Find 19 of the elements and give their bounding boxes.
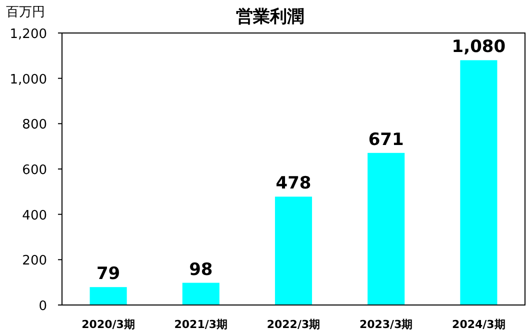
y-tick-label: 0 [38, 299, 47, 314]
y-tick-label: 800 [22, 118, 47, 133]
x-tick-label: 2023/3期 [359, 318, 413, 331]
y-tick-label: 400 [22, 208, 47, 224]
data-label: 671 [368, 130, 404, 150]
x-tick-label: 2024/3期 [452, 318, 506, 331]
x-tick-label: 2020/3期 [82, 318, 135, 331]
data-label: 98 [189, 260, 213, 280]
data-label: 79 [96, 264, 120, 284]
y-tick-label: 1,200 [10, 27, 47, 42]
data-label: 1,080 [452, 37, 506, 58]
x-tick-label: 2022/3期 [266, 318, 320, 331]
y-tick-label: 600 [22, 163, 47, 178]
x-tick-label: 2021/3期 [174, 318, 228, 331]
y-tick-label: 200 [22, 254, 47, 269]
y-tick-label: 1,000 [10, 72, 47, 88]
data-label: 478 [276, 174, 312, 194]
chart-title: 営業利潤 [236, 7, 304, 27]
y-axis-title: 百万円 [6, 5, 45, 20]
